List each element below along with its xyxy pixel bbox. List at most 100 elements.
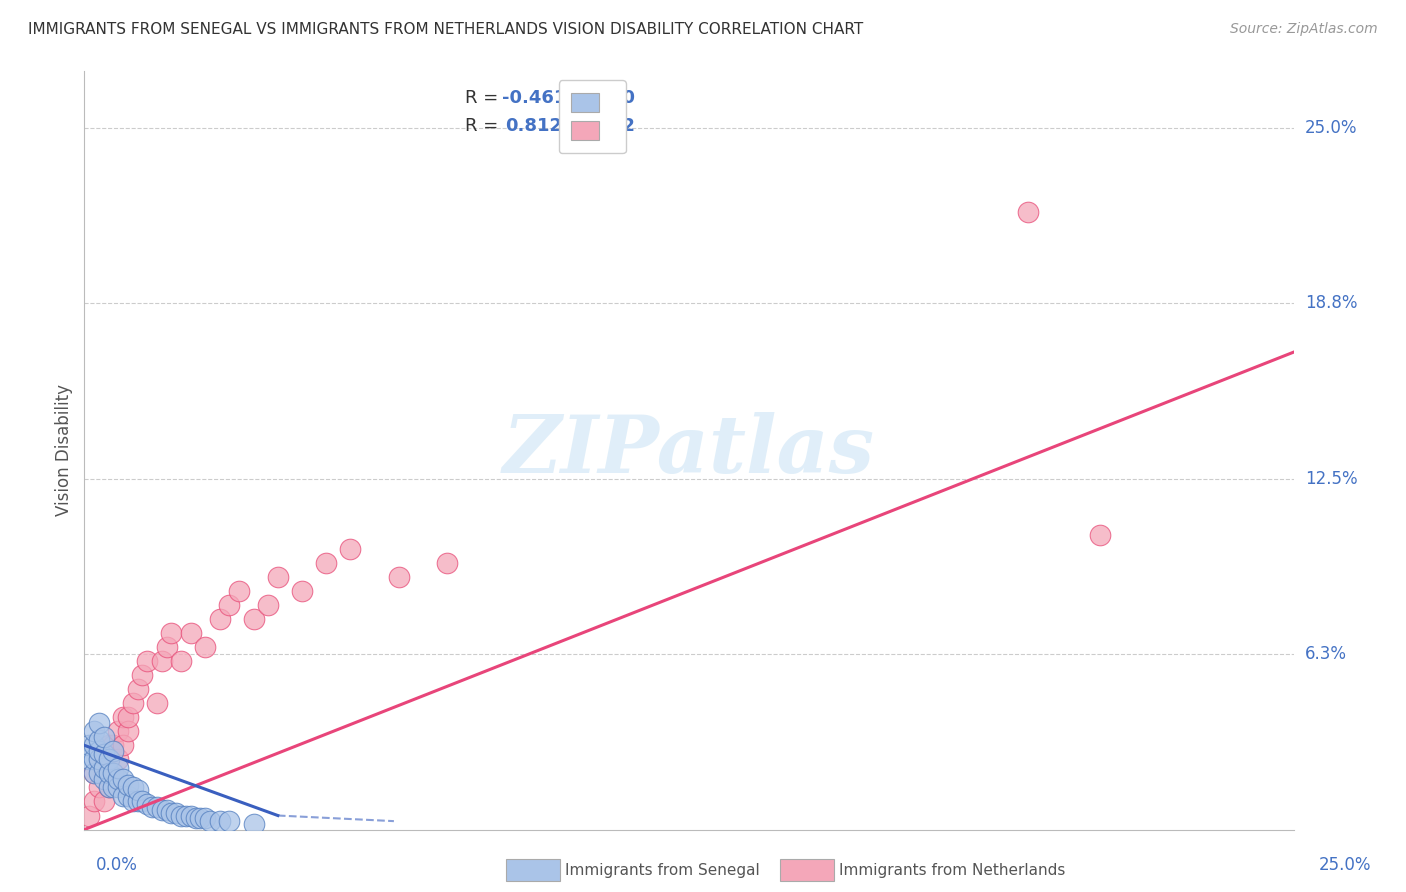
Point: [103, 744, 125, 758]
Point: [146, 696, 169, 710]
Point: [87, 766, 110, 780]
Point: [107, 724, 129, 739]
Point: [170, 808, 193, 822]
Point: [83, 724, 105, 739]
Text: 6.3%: 6.3%: [1305, 645, 1347, 663]
Point: [339, 541, 361, 556]
Point: [218, 814, 240, 829]
Point: [136, 797, 159, 812]
Legend: , : ,: [558, 80, 626, 153]
Point: [93, 766, 115, 780]
Point: [150, 654, 173, 668]
Point: [194, 640, 217, 654]
Point: [117, 789, 139, 803]
Point: [155, 640, 177, 654]
Point: [103, 780, 125, 795]
Point: [242, 612, 264, 626]
Text: Immigrants from Netherlands: Immigrants from Netherlands: [839, 863, 1066, 878]
Text: R =: R =: [465, 117, 505, 135]
Point: [190, 811, 212, 825]
Point: [103, 766, 125, 780]
Point: [87, 780, 110, 795]
Point: [87, 752, 110, 766]
Point: [112, 772, 135, 786]
Point: [170, 654, 193, 668]
Point: [93, 795, 115, 809]
Point: [93, 747, 115, 761]
Text: 12.5%: 12.5%: [1305, 469, 1357, 488]
Point: [165, 805, 187, 820]
Point: [117, 710, 139, 724]
Text: N =: N =: [574, 117, 614, 135]
Point: [180, 626, 202, 640]
Point: [83, 739, 105, 753]
Point: [77, 752, 100, 766]
Point: [141, 800, 163, 814]
Text: 25.0%: 25.0%: [1305, 119, 1357, 136]
Point: [107, 772, 129, 786]
Point: [87, 752, 110, 766]
Text: ZIPatlas: ZIPatlas: [503, 412, 875, 489]
Point: [388, 570, 411, 584]
Point: [174, 808, 197, 822]
Point: [198, 814, 221, 829]
Point: [136, 654, 159, 668]
Text: Source: ZipAtlas.com: Source: ZipAtlas.com: [1230, 22, 1378, 37]
Point: [97, 780, 120, 795]
Point: [107, 780, 129, 795]
Point: [121, 696, 143, 710]
Text: 0.0%: 0.0%: [96, 855, 138, 873]
Point: [107, 761, 129, 775]
Point: [127, 795, 149, 809]
Point: [194, 811, 217, 825]
Point: [1088, 527, 1111, 541]
Point: [257, 598, 280, 612]
Point: [436, 556, 458, 570]
Text: 25.0%: 25.0%: [1319, 855, 1371, 873]
Point: [117, 724, 139, 739]
Point: [131, 795, 153, 809]
Text: 50: 50: [610, 89, 636, 107]
Text: N =: N =: [574, 89, 614, 107]
Point: [150, 803, 173, 817]
Point: [228, 583, 250, 598]
Text: R =: R =: [465, 89, 505, 107]
Text: 18.8%: 18.8%: [1305, 294, 1357, 312]
Point: [315, 556, 337, 570]
Text: 42: 42: [610, 117, 636, 135]
Point: [103, 739, 125, 753]
Y-axis label: Vision Disability: Vision Disability: [55, 384, 73, 516]
Point: [242, 817, 264, 831]
Point: [117, 778, 139, 792]
Point: [291, 583, 314, 598]
Point: [112, 789, 135, 803]
Point: [184, 811, 207, 825]
Point: [83, 766, 105, 780]
Point: [127, 682, 149, 697]
Point: [112, 739, 135, 753]
Point: [97, 766, 120, 780]
Point: [103, 766, 125, 780]
Point: [160, 626, 183, 640]
Point: [77, 739, 100, 753]
Point: [87, 715, 110, 730]
Point: [97, 752, 120, 766]
Point: [208, 612, 231, 626]
Point: [208, 814, 231, 829]
Point: [121, 780, 143, 795]
Point: [93, 772, 115, 786]
Point: [87, 732, 110, 747]
Point: [160, 805, 183, 820]
Text: 0.812: 0.812: [505, 117, 562, 135]
Point: [87, 744, 110, 758]
Point: [267, 570, 290, 584]
Point: [93, 730, 115, 744]
Point: [83, 766, 105, 780]
Point: [93, 761, 115, 775]
Point: [107, 752, 129, 766]
Point: [121, 795, 143, 809]
Point: [146, 800, 169, 814]
Point: [77, 808, 100, 822]
Point: [83, 795, 105, 809]
Point: [218, 598, 240, 612]
